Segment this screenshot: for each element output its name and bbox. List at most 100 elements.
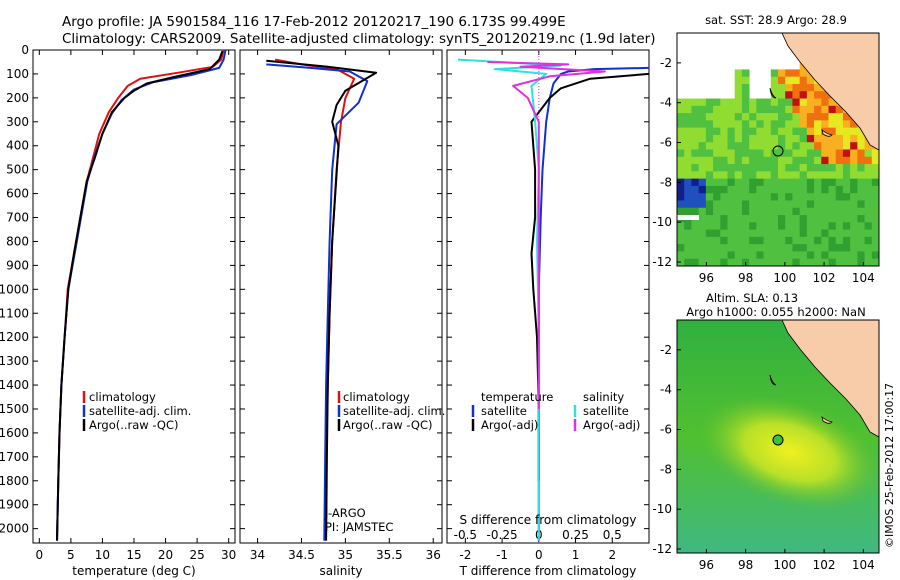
sst-cell	[720, 142, 728, 150]
sst-cell	[778, 142, 786, 150]
sst-cell	[720, 156, 728, 165]
sst-cell	[864, 236, 873, 245]
sst-cell	[705, 215, 714, 223]
sst-cell	[698, 244, 707, 252]
sst-cell	[785, 134, 793, 143]
sst-cell	[770, 134, 779, 143]
sst-cell	[821, 149, 829, 158]
argo-marker-sla	[772, 434, 784, 446]
sst-cell	[713, 164, 721, 172]
sst-cell	[785, 222, 793, 230]
sst-cell	[864, 185, 873, 194]
sst-cell	[741, 236, 750, 245]
sst-cell	[705, 113, 714, 121]
sst-cell	[835, 215, 844, 223]
sst-cell	[756, 98, 764, 107]
difference-legend: temperature satellite Argo(-adj) salinit…	[471, 390, 640, 432]
sst-cell	[821, 127, 829, 136]
sst-cell	[806, 258, 815, 266]
sst-cell	[806, 120, 815, 129]
x-tick-label: 0	[535, 548, 543, 562]
legend-label-temp-argo: Argo(-adj)	[481, 418, 538, 432]
sst-cell	[806, 251, 815, 260]
sst-cell	[785, 76, 793, 85]
sst-cell	[806, 105, 815, 114]
sst-cell	[821, 258, 829, 266]
sla-map-axes: 96 98 100 102 104 -2 -4 -6 -8 -10 -12	[652, 343, 874, 572]
sst-cell	[864, 258, 873, 266]
sst-cell	[871, 207, 879, 216]
sst-cell	[763, 222, 772, 230]
sst-cell	[821, 156, 829, 165]
sst-cell	[734, 98, 743, 107]
sst-cell	[763, 98, 772, 107]
sst-cell	[842, 156, 851, 165]
y-tick-label: 500	[6, 163, 29, 177]
sst-cell	[684, 222, 692, 230]
sst-cell	[720, 134, 728, 143]
sst-map-frame	[676, 32, 880, 267]
sst-cell	[691, 120, 700, 129]
sst-cell	[792, 207, 801, 216]
sst-cell	[713, 200, 721, 209]
sst-cell	[763, 229, 772, 238]
sst-cell	[770, 236, 779, 245]
sst-cell	[705, 178, 714, 187]
sst-cell	[770, 193, 779, 201]
sst-cell	[778, 244, 786, 252]
sst-cell	[756, 113, 764, 121]
sst-cell	[749, 164, 757, 172]
sst-cell	[871, 156, 879, 165]
sst-cell	[850, 178, 858, 187]
legend-label-climatology: climatology	[343, 390, 410, 404]
title-line-1: Argo profile: JA 5901584_116 17-Feb-2012…	[62, 14, 566, 30]
sst-cell	[864, 149, 873, 158]
sst-cell	[792, 98, 801, 107]
sst-cell	[835, 222, 844, 230]
sst-cell	[698, 178, 707, 187]
series-line-temperature-argo	[530, 72, 650, 481]
sst-cell	[756, 178, 764, 187]
sst-cell	[727, 98, 736, 107]
sst-cell	[850, 251, 858, 260]
sst-cell	[756, 185, 764, 194]
sst-cell	[756, 156, 764, 165]
sst-cell	[842, 149, 851, 158]
sst-cell	[705, 200, 714, 209]
sst-cell	[778, 120, 786, 129]
sst-cell	[842, 193, 851, 201]
sst-cell	[770, 113, 779, 121]
sst-cell	[778, 98, 786, 107]
sst-cell	[828, 156, 837, 165]
sst-cell	[677, 185, 685, 194]
sst-cell	[785, 171, 793, 180]
sst-cell	[677, 200, 685, 209]
sst-cell	[713, 142, 721, 150]
sst-cell	[705, 258, 714, 266]
sst-cell	[792, 149, 801, 158]
sst-cell	[749, 171, 757, 180]
x-tick-label: 15	[126, 548, 141, 562]
y-tick-label: 1600	[0, 426, 29, 440]
sst-cell	[785, 200, 793, 209]
sst-cell	[713, 222, 721, 230]
sst-cell	[756, 222, 764, 230]
sst-cell	[799, 98, 808, 107]
sst-cell	[684, 185, 692, 194]
sst-cell	[850, 134, 858, 143]
sst-cell	[857, 244, 865, 252]
sst-cell	[828, 134, 837, 143]
x-tick-label: -2	[459, 548, 471, 562]
sst-cell	[799, 134, 808, 143]
sst-cell	[691, 134, 700, 143]
sst-cell	[720, 178, 728, 187]
sst-cell	[698, 185, 707, 194]
sst-cell	[749, 222, 757, 230]
sst-cell	[799, 258, 808, 266]
sst-cell	[741, 127, 750, 136]
y-tick-label: 1000	[0, 282, 29, 296]
sst-cell	[720, 120, 728, 129]
sst-cell	[850, 156, 858, 165]
sst-cell	[749, 200, 757, 209]
sst-cell	[792, 215, 801, 223]
